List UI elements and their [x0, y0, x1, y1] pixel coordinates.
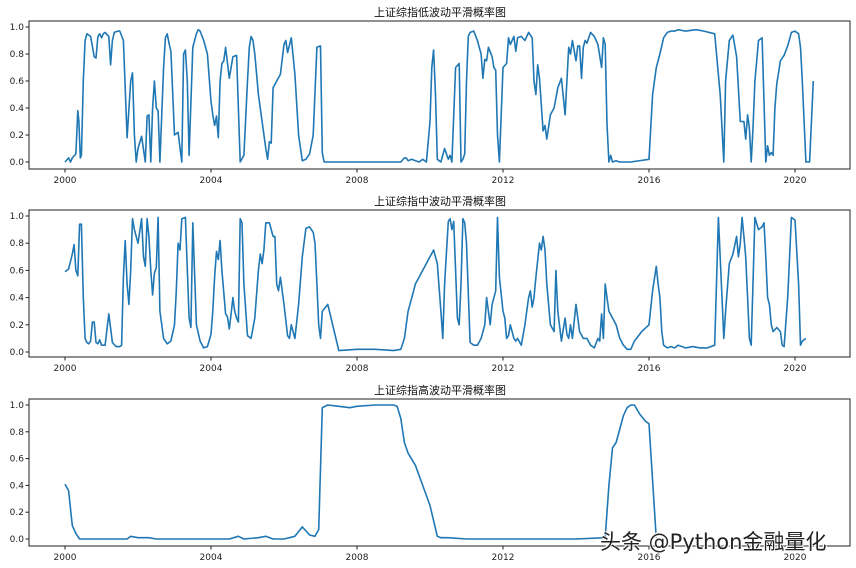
- y-tick-label: 1.0: [10, 23, 25, 33]
- y-tick-label: 0.4: [10, 481, 25, 491]
- data-line: [64, 404, 658, 540]
- x-tick-label: 2000: [54, 364, 77, 374]
- chart-title: 上证综指高波动平滑概率图: [374, 383, 506, 397]
- axes-frame: [28, 20, 851, 170]
- x-tick-label: 2012: [492, 364, 515, 374]
- x-tick-label: 2020: [784, 176, 807, 186]
- x-tick-label: 2004: [200, 553, 223, 563]
- y-tick-label: 0.6: [10, 266, 25, 276]
- x-tick-label: 2008: [346, 364, 369, 374]
- y-tick-label: 0.4: [10, 104, 25, 114]
- x-tick-label: 2004: [200, 364, 223, 374]
- x-tick-label: 2012: [492, 176, 515, 186]
- subplot-low-volatility: 上证综指低波动平滑概率图 2000 2004 2008 2012 2016 2020 0.0…: [10, 5, 851, 186]
- axis-ticks: 2000 2004 2008 2012 2016 2020 0.0 0.2 0.4 0.6 0.8 1…: [10, 212, 807, 374]
- x-tick-label: 2008: [346, 176, 369, 186]
- y-tick-label: 0.2: [10, 508, 24, 518]
- axes-frame: [28, 209, 851, 358]
- data-line: [64, 28, 815, 163]
- watermark: 头条 @Python金融量化: [600, 530, 827, 554]
- x-tick-label: 2004: [200, 176, 223, 186]
- x-tick-label: 2000: [54, 553, 77, 563]
- y-tick-label: 0.8: [10, 239, 25, 249]
- y-tick-label: 0.2: [10, 321, 24, 331]
- y-tick-label: 0.8: [10, 428, 25, 438]
- y-tick-label: 0.0: [10, 348, 25, 358]
- axis-ticks: 2000 2004 2008 2012 2016 2020 0.0 0.2 0.4 0.6 0.8 1…: [10, 401, 807, 563]
- data-line: [64, 216, 807, 352]
- y-tick-label: 0.4: [10, 294, 25, 304]
- y-tick-label: 1.0: [10, 212, 25, 222]
- y-tick-label: 0.8: [10, 50, 25, 60]
- x-tick-label: 2008: [346, 553, 369, 563]
- x-tick-label: 2000: [54, 176, 77, 186]
- axis-ticks: 2000 2004 2008 2012 2016 2020 0.0 0.2 0.4 0.6 0.8 1…: [10, 23, 807, 186]
- chart-title: 上证综指低波动平滑概率图: [374, 5, 506, 19]
- x-tick-label: 2016: [638, 176, 661, 186]
- axes-frame: [28, 398, 851, 547]
- x-tick-label: 2020: [784, 553, 807, 563]
- y-tick-label: 0.2: [10, 131, 24, 141]
- y-tick-label: 0.6: [10, 77, 25, 87]
- y-tick-label: 0.6: [10, 455, 25, 465]
- x-tick-label: 2012: [492, 553, 515, 563]
- x-tick-label: 2016: [638, 364, 661, 374]
- subplot-high-volatility: 上证综指高波动平滑概率图 2000 2004 2008 2012 2016 2020 0.0…: [10, 383, 851, 563]
- x-tick-label: 2016: [638, 553, 661, 563]
- x-tick-label: 2020: [784, 364, 807, 374]
- chart-title: 上证综指中波动平滑概率图: [374, 194, 506, 208]
- y-tick-label: 0.0: [10, 535, 25, 545]
- subplot-medium-volatility: 上证综指中波动平滑概率图 2000 2004 2008 2012 2016 2020 0.0…: [10, 194, 851, 374]
- y-tick-label: 1.0: [10, 401, 25, 411]
- y-tick-label: 0.0: [10, 158, 25, 168]
